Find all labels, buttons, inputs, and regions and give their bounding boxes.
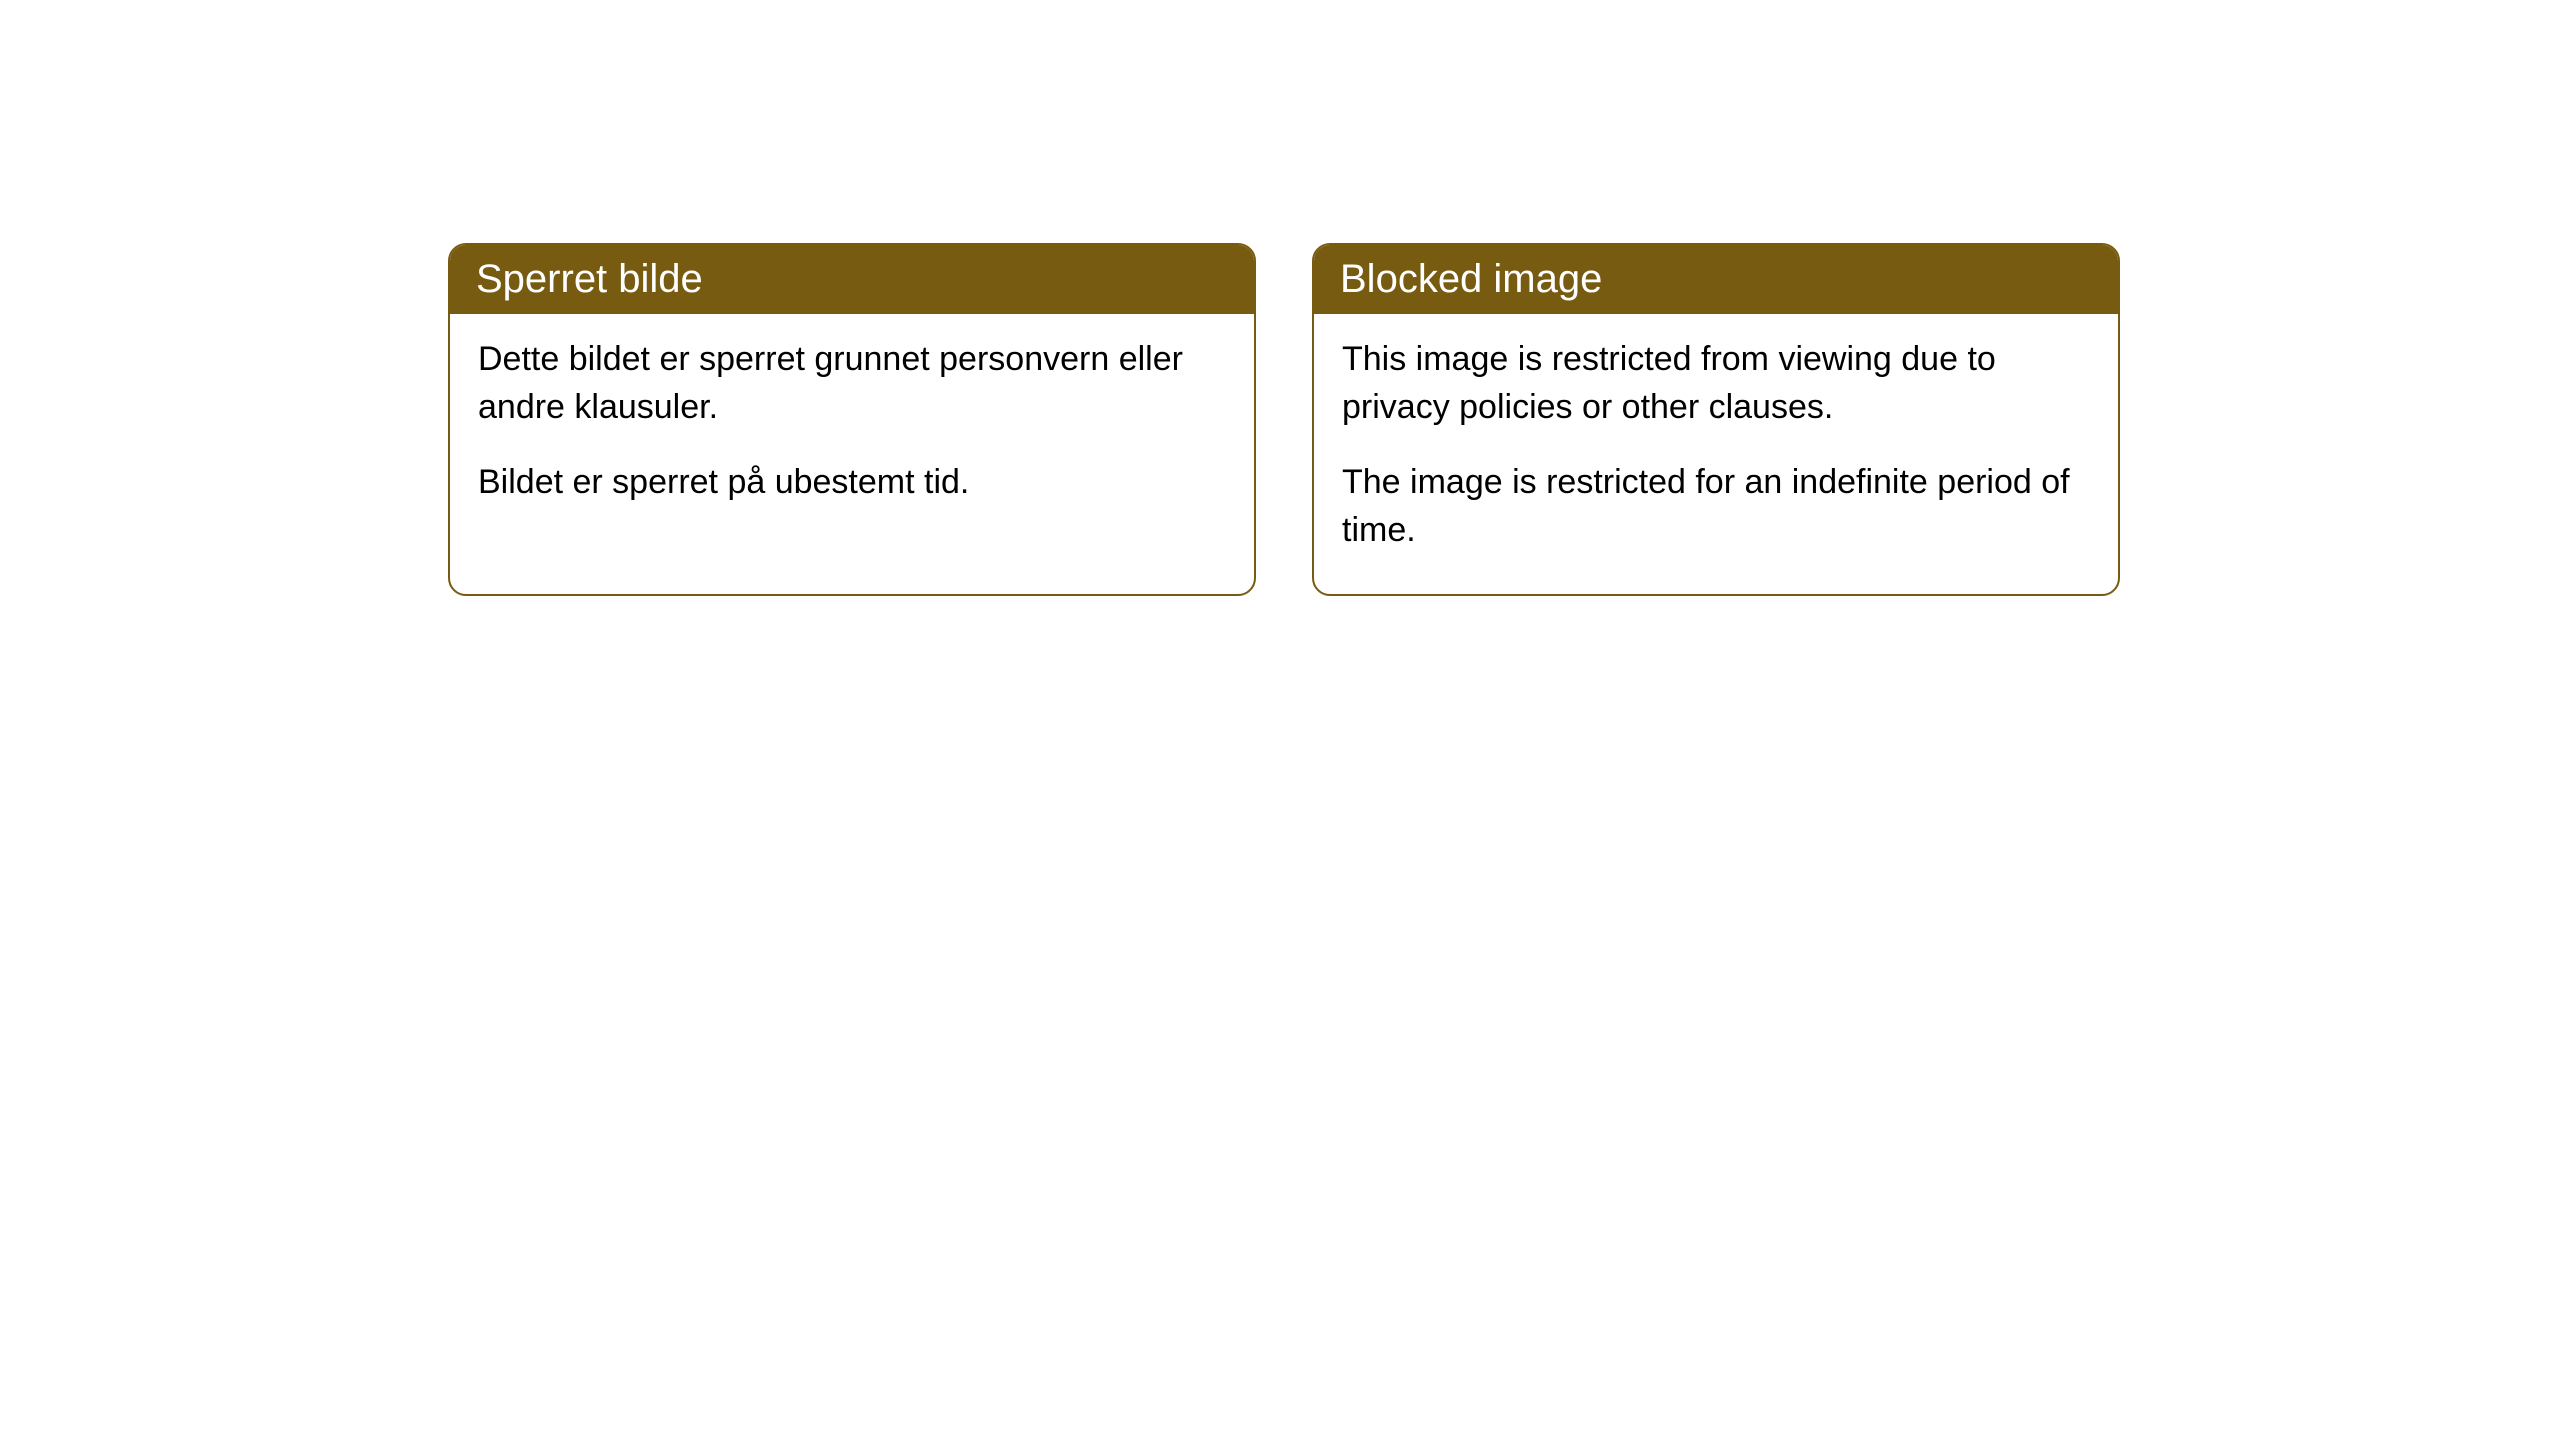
card-paragraph: Dette bildet er sperret grunnet personve… [478,336,1226,431]
card-english: Blocked image This image is restricted f… [1312,243,2120,596]
card-paragraph: This image is restricted from viewing du… [1342,336,2090,431]
card-body-norwegian: Dette bildet er sperret grunnet personve… [450,314,1254,547]
card-paragraph: Bildet er sperret på ubestemt tid. [478,459,1226,507]
card-norwegian: Sperret bilde Dette bildet er sperret gr… [448,243,1256,596]
card-header-english: Blocked image [1314,245,2118,314]
cards-container: Sperret bilde Dette bildet er sperret gr… [448,243,2120,596]
card-paragraph: The image is restricted for an indefinit… [1342,459,2090,554]
card-body-english: This image is restricted from viewing du… [1314,314,2118,594]
card-header-norwegian: Sperret bilde [450,245,1254,314]
